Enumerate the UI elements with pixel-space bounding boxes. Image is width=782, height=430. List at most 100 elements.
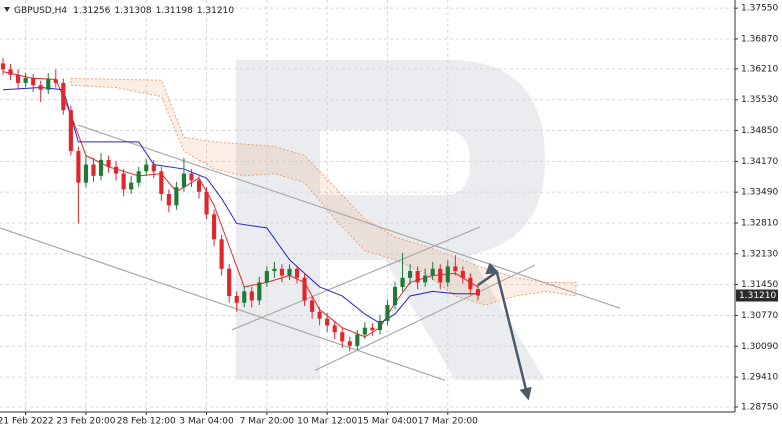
candle-body [392,286,398,306]
candle-body [31,77,36,86]
candle-body [98,159,104,176]
candle-body [468,277,473,290]
candle-body [453,266,458,272]
y-tick-label: 1.33490 [741,188,778,198]
cloud [70,77,577,306]
header-text: 1.31308 [114,6,151,16]
candle-body [181,173,187,188]
candle-body [370,327,375,330]
candle-body [174,187,179,206]
candle-body [400,277,405,287]
candle-body [242,291,247,303]
candle-body [68,110,73,151]
candle-body [219,239,224,269]
candle-body [8,69,13,75]
header-text: 1.31256 [73,6,110,16]
candle-body [438,268,443,283]
candle-body [114,166,119,174]
indicator-line [2,86,478,324]
candle-body [23,77,28,83]
candle-body [340,332,345,342]
candle-body [38,85,43,90]
candle-body [16,74,21,83]
candle-body [61,82,66,111]
candle-body [212,214,217,240]
y-tick-label: 1.35530 [741,95,778,105]
x-tick-label: 23 Feb 20:00 [56,417,115,427]
candle-body [196,180,202,192]
candle-body [347,341,352,346]
candle-body [377,320,383,330]
y-tick-label: 1.28750 [741,403,778,413]
candle-body [325,318,330,326]
candle-body [136,171,141,183]
x-tick-label: 28 Feb 12:00 [117,417,176,427]
current-price-box [736,289,778,302]
x-tick-label: 17 Mar 20:00 [418,417,478,427]
candle-body [249,291,254,301]
y-tick-label: 1.31450 [741,280,778,290]
x-tick-label: 21 Feb 2022 [0,417,54,427]
candle-body [445,266,450,283]
candle-body [264,271,269,283]
candle-body [91,164,96,176]
candle-body [144,164,149,172]
y-tick-label: 1.30090 [741,342,778,352]
x-tick-label: 10 Mar 12:00 [297,417,357,427]
candle-body [460,271,465,278]
header: GBPUSD,H4 1.31256 1.31308 1.31198 1.31210 [14,6,234,16]
candle-body [287,268,292,276]
candle-body [272,268,277,272]
candle-body [204,191,209,215]
candle-body [76,150,81,183]
candle-body [227,268,232,296]
current-price-label: 1.31210 [739,291,776,301]
header-text: GBPUSD,H4 [14,6,67,16]
candle-body [234,295,239,303]
candle-body [362,327,367,335]
y-tick-label: 1.29410 [741,373,778,383]
candle-body [257,282,262,301]
menu-icon[interactable] [4,7,10,12]
candle-body [430,268,435,276]
candle-body [332,325,337,333]
x-tick-label: 15 Mar 04:00 [357,417,417,427]
candle-body [475,289,481,296]
x-tick-label: 3 Mar 04:00 [179,417,234,427]
header-text: 1.31198 [156,6,193,16]
y-tick-label: 1.34850 [741,126,778,136]
candle-body [0,63,6,70]
y-tick-label: 1.36210 [741,64,778,74]
candle-body [151,164,156,172]
candle-body [310,300,315,312]
y-tick-label: 1.34170 [741,157,778,167]
candle-body [408,271,413,278]
candle-body [166,193,171,206]
candle-body [302,277,307,301]
candle-body [46,79,51,90]
candle-body [415,271,420,283]
candle-body [423,275,428,283]
y-tick-label: 1.37550 [741,4,778,14]
candle-body [106,159,111,167]
candle-body [317,311,322,319]
trend-line [231,226,481,331]
y-tick-label: 1.32130 [741,249,778,259]
candle-body [159,171,164,194]
candle-body [294,268,300,278]
candle-body [129,182,134,190]
trend-line [0,227,445,381]
candle-body [279,268,285,276]
y-tick-label: 1.36870 [741,34,778,44]
candle-body [355,334,360,346]
header-text: 1.31210 [197,6,234,16]
candle-body [121,173,126,190]
candle-body [53,79,58,83]
candle-body [189,173,194,181]
candle-body [83,164,89,183]
y-tick-label: 1.32810 [741,218,778,228]
x-tick-label: 7 Mar 20:00 [240,417,295,427]
